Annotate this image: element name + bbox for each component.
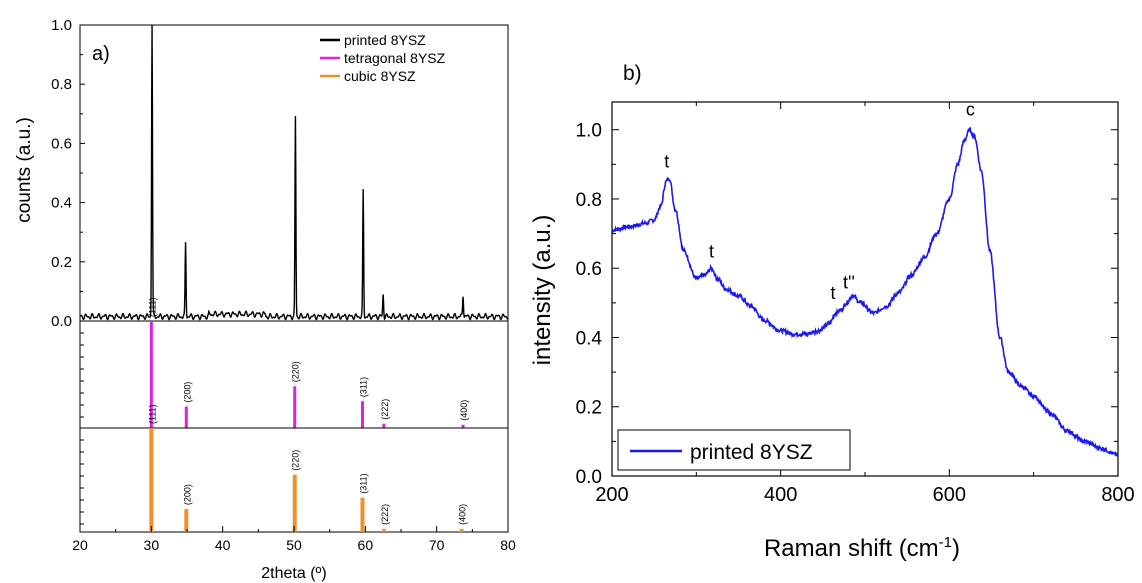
stick-label: (220) — [291, 450, 301, 471]
stick-label: (220) — [291, 361, 301, 382]
peak-annotation: t'' — [843, 272, 855, 292]
stick-label: (111) — [147, 404, 157, 424]
panel-b-legend: printed 8YSZ — [617, 429, 851, 471]
series-printed-8ysz — [611, 126, 1119, 457]
stick-label: (311) — [358, 377, 368, 397]
x-axis-label-main: Raman shift (cm — [764, 535, 939, 562]
y-tick-label: 1.0 — [576, 121, 602, 142]
stick-label: (222) — [380, 399, 390, 420]
panel-b-y-axis-label: intensity (a.u.) — [529, 215, 556, 366]
legend-label: printed 8YSZ — [690, 441, 813, 464]
legend-label: tetragonal 8YSZ — [344, 50, 446, 66]
series-printed-8ysz — [79, 24, 509, 321]
legend-label: cubic 8YSZ — [344, 68, 416, 84]
x-tick-label: 80 — [500, 537, 516, 553]
y-tick-label: 0.2 — [51, 254, 72, 271]
stick-label: (400) — [458, 504, 468, 525]
x-tick-label: 200 — [595, 484, 628, 506]
x-tick-label: 800 — [1101, 484, 1134, 506]
plot-frame — [611, 101, 1119, 477]
x-axis-label-end: ) — [952, 535, 960, 562]
panel-a-legend: printed 8YSZ tetragonal 8YSZ cubic 8YSZ — [320, 32, 446, 84]
panel-a-x-axis-label: 2theta (º) — [261, 565, 326, 582]
legend-label: printed 8YSZ — [344, 32, 426, 48]
x-tick-label: 30 — [144, 537, 160, 553]
peak-annotation: t — [830, 283, 835, 303]
y-tick-label: 0.2 — [576, 398, 602, 419]
y-tick-label: 0.8 — [576, 190, 602, 211]
y-tick-label: 1.0 — [51, 17, 72, 34]
x-tick-label: 20 — [72, 537, 88, 553]
y-tick-label: 0.0 — [576, 467, 602, 488]
y-tick-label: 0.4 — [51, 195, 72, 212]
stick-label: (311) — [358, 473, 368, 493]
stick-label: (200) — [182, 484, 192, 505]
panel-a-label: a) — [92, 43, 110, 65]
y-tick-label: 0.8 — [51, 76, 72, 93]
panel-a-x-axis: 20 30 40 50 60 70 80 — [72, 526, 516, 553]
panel-b-label: b) — [623, 62, 642, 85]
stick-label: (200) — [182, 382, 192, 403]
panel-b-x-axis-label: Raman shift (cm-1) — [764, 534, 960, 562]
stick-label: (111) — [147, 297, 157, 317]
y-tick-label: 0.6 — [576, 259, 602, 280]
x-tick-label: 40 — [215, 537, 231, 553]
stick-label: (222) — [380, 504, 390, 525]
x-tick-label: 50 — [286, 537, 302, 553]
x-tick-label: 400 — [764, 484, 797, 506]
stick-label: (400) — [459, 400, 469, 421]
peak-annotation: c — [966, 99, 975, 119]
panel-b-raman-plot: 0.0 0.2 0.4 0.6 0.8 1.0 200 400 600 800 t t t t'' c pri… — [576, 99, 1135, 506]
panel-a-y-axis-label: counts (a.u.) — [14, 117, 35, 223]
y-tick-label: 0.4 — [576, 328, 603, 349]
x-tick-label: 70 — [429, 537, 445, 553]
x-axis-label-superscript: -1 — [939, 534, 952, 551]
y-tick-label: 0.0 — [51, 313, 72, 330]
panel-a: 0.0 0.2 0.4 0.6 0.8 1.0 (111) (200) (220) (311) (… — [14, 17, 516, 582]
peak-annotation: t — [709, 241, 714, 261]
x-tick-label: 60 — [358, 537, 374, 553]
x-tick-label: 600 — [933, 484, 966, 506]
peak-annotation: t — [664, 151, 669, 171]
panel-b: 0.0 0.2 0.4 0.6 0.8 1.0 200 400 600 800 t t t t'' c pri… — [529, 62, 1135, 562]
y-tick-label: 0.6 — [51, 135, 72, 152]
